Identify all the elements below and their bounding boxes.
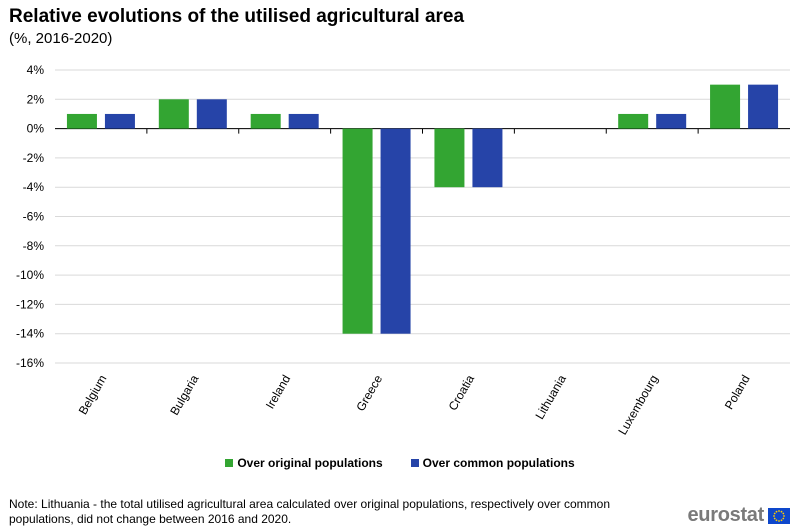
legend-item-original: Over original populations <box>225 456 383 470</box>
eu-flag-icon <box>768 507 790 524</box>
y-tick-label: 0% <box>27 122 45 136</box>
y-tick-label: -12% <box>16 297 44 311</box>
y-tick-label: 2% <box>27 92 45 106</box>
bar-original <box>342 128 373 334</box>
bar-original <box>618 113 649 129</box>
footnote: Note: Lithuania - the total utilised agr… <box>9 497 610 526</box>
x-category-label: Luxembourg <box>615 373 660 438</box>
y-tick-label: 4% <box>27 63 45 77</box>
bar-common <box>380 128 411 334</box>
y-tick-label: -16% <box>16 356 44 370</box>
legend-item-common: Over common populations <box>410 456 575 470</box>
bar-original <box>66 113 97 129</box>
x-category-label: Lithuania <box>532 372 569 421</box>
x-category-label: Poland <box>722 373 753 412</box>
bar-common <box>656 113 687 129</box>
legend-swatch-common <box>410 459 419 467</box>
x-category-label: Bulgaria <box>167 372 201 417</box>
legend-swatch-original <box>225 459 234 467</box>
y-tick-label: -2% <box>23 151 45 165</box>
x-category-label: Ireland <box>263 373 293 412</box>
bar-original <box>158 99 189 129</box>
bar-common <box>748 84 779 129</box>
bar-common <box>104 113 135 129</box>
bar-chart: 4% 2% 0% -2% -4% -6% -8% -10% -12% -14% -16% Belgiu… <box>16 63 790 438</box>
y-tick-label: -8% <box>23 239 45 253</box>
legend: Over original populations Over common po… <box>0 456 800 470</box>
y-tick-label: -4% <box>23 180 45 194</box>
bar-common <box>196 99 227 129</box>
bar-common <box>288 113 319 129</box>
x-category-label: Croatia <box>446 372 478 413</box>
legend-label-original: Over original populations <box>237 456 383 470</box>
chart-subtitle: (%, 2016-2020) <box>9 30 113 47</box>
chart-title: Relative evolutions of the utilised agri… <box>9 6 465 27</box>
x-category-label: Belgium <box>76 373 110 418</box>
y-tick-label: -6% <box>23 210 45 224</box>
legend-label-common: Over common populations <box>422 456 575 470</box>
y-tick-label: -14% <box>16 327 44 341</box>
eurostat-logo: eurostat <box>687 504 790 527</box>
logo-text: eurostat <box>687 504 764 526</box>
x-category-label: Greece <box>353 372 385 413</box>
bar-original <box>434 128 465 188</box>
bar-common <box>472 128 503 188</box>
bar-original <box>250 113 281 129</box>
bar-original <box>710 84 741 129</box>
y-tick-label: -10% <box>16 268 44 282</box>
